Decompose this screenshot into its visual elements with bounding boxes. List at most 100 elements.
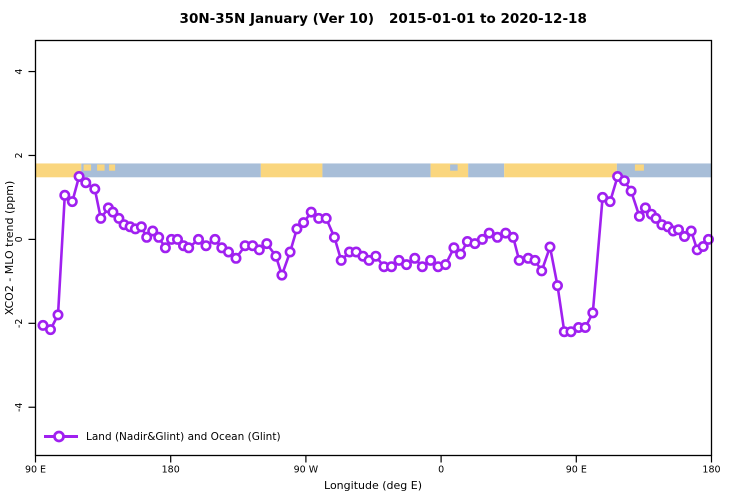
data-point (172, 233, 184, 245)
data-point (320, 212, 332, 224)
x-tick-label: 0 (438, 465, 444, 476)
data-point (59, 189, 71, 201)
data-point (416, 261, 428, 273)
band-segment-land (430, 163, 469, 178)
band-speckle-land (634, 164, 644, 171)
data-point (544, 241, 556, 253)
data-point (183, 242, 195, 254)
band-segment-ocean (616, 163, 712, 178)
data-point (73, 171, 85, 183)
data-point (291, 223, 303, 235)
data-point (159, 242, 171, 254)
data-point (507, 231, 519, 243)
data-point (276, 269, 288, 281)
data-point (305, 206, 317, 218)
data-point (448, 242, 460, 254)
data-point (141, 231, 153, 243)
data-point (579, 321, 591, 333)
data-point (147, 225, 159, 237)
y-axis-label: XCO2 - MLO trend (ppm) (3, 181, 16, 316)
x-axis-label: Longitude (deg E) (324, 479, 422, 492)
data-point (672, 224, 684, 236)
data-point (193, 233, 205, 245)
band-segment-land (35, 163, 82, 178)
band-segment-land (260, 163, 323, 178)
data-point (370, 250, 382, 262)
data-point (328, 231, 340, 243)
y-tick-label: 4 (14, 69, 25, 75)
data-point (95, 212, 107, 224)
y-tick-label: 2 (14, 152, 25, 158)
plot-border (34, 39, 713, 457)
surface-band (35, 163, 712, 178)
data-point (685, 225, 697, 237)
legend (44, 430, 78, 443)
data-point (639, 202, 651, 214)
data-point (230, 252, 242, 264)
data-point (135, 221, 147, 233)
data-point (223, 246, 235, 258)
data-point (491, 231, 503, 243)
y-tick-label: 0 (14, 236, 25, 242)
data-point (409, 252, 421, 264)
data-point (633, 210, 645, 222)
y-tick-label: -2 (14, 319, 25, 328)
data-point (385, 261, 397, 273)
band-speckle-land (109, 164, 116, 171)
data-point (678, 231, 690, 243)
data-point (107, 206, 119, 218)
band-segment-ocean (81, 163, 261, 178)
data-point (697, 241, 709, 253)
data-point (455, 248, 467, 260)
data-point (253, 244, 265, 256)
data-point (702, 233, 714, 245)
band-segment-ocean (468, 163, 505, 178)
chart-title-right: 2015-01-01 to 2020-12-18 (389, 11, 587, 27)
data-point (153, 231, 165, 243)
data-point (476, 233, 488, 245)
data-point (513, 254, 525, 266)
data-point (536, 265, 548, 277)
data-point (618, 175, 630, 187)
axis-ticks: 90 E 180 90 W 0 90 E 180 -4 -2 0 2 4 (14, 69, 721, 476)
data-point (200, 240, 212, 252)
data-point (52, 309, 64, 321)
data-point (209, 233, 221, 245)
data-point (89, 183, 101, 195)
data-point (440, 259, 452, 271)
chart-title-left: 30N-35N January (Ver 10) (180, 11, 374, 27)
data-point (551, 280, 563, 292)
data-point (270, 250, 282, 262)
band-speckle-land (83, 164, 92, 171)
data-point (650, 212, 662, 224)
data-point (625, 185, 637, 197)
data-point (261, 238, 273, 250)
data-point (284, 246, 296, 258)
band-speckle-ocean (450, 164, 458, 171)
band-speckle-land (97, 164, 105, 171)
data-point (604, 196, 616, 208)
x-tick-label: 90 E (566, 465, 587, 476)
legend-marker (53, 430, 65, 443)
y-tick-label: -4 (14, 403, 25, 412)
data-point (400, 259, 412, 271)
x-tick-label: 90 E (25, 465, 46, 476)
data-point (529, 254, 541, 266)
data-point (44, 324, 56, 336)
data-point (587, 307, 599, 319)
band-segment-land (504, 163, 617, 178)
data-point (298, 217, 310, 229)
band-segment-ocean (322, 163, 431, 178)
data-point (335, 254, 347, 266)
x-tick-label: 180 (702, 465, 720, 476)
data-point (425, 254, 437, 266)
data-point (66, 196, 78, 208)
x-tick-label: 90 W (294, 465, 319, 476)
data-series (37, 171, 714, 338)
data-point (80, 177, 92, 189)
data-point (483, 227, 495, 239)
x-tick-label: 180 (162, 465, 180, 476)
legend-label: Land (Nadir&Glint) and Ocean (Glint) (86, 431, 281, 443)
